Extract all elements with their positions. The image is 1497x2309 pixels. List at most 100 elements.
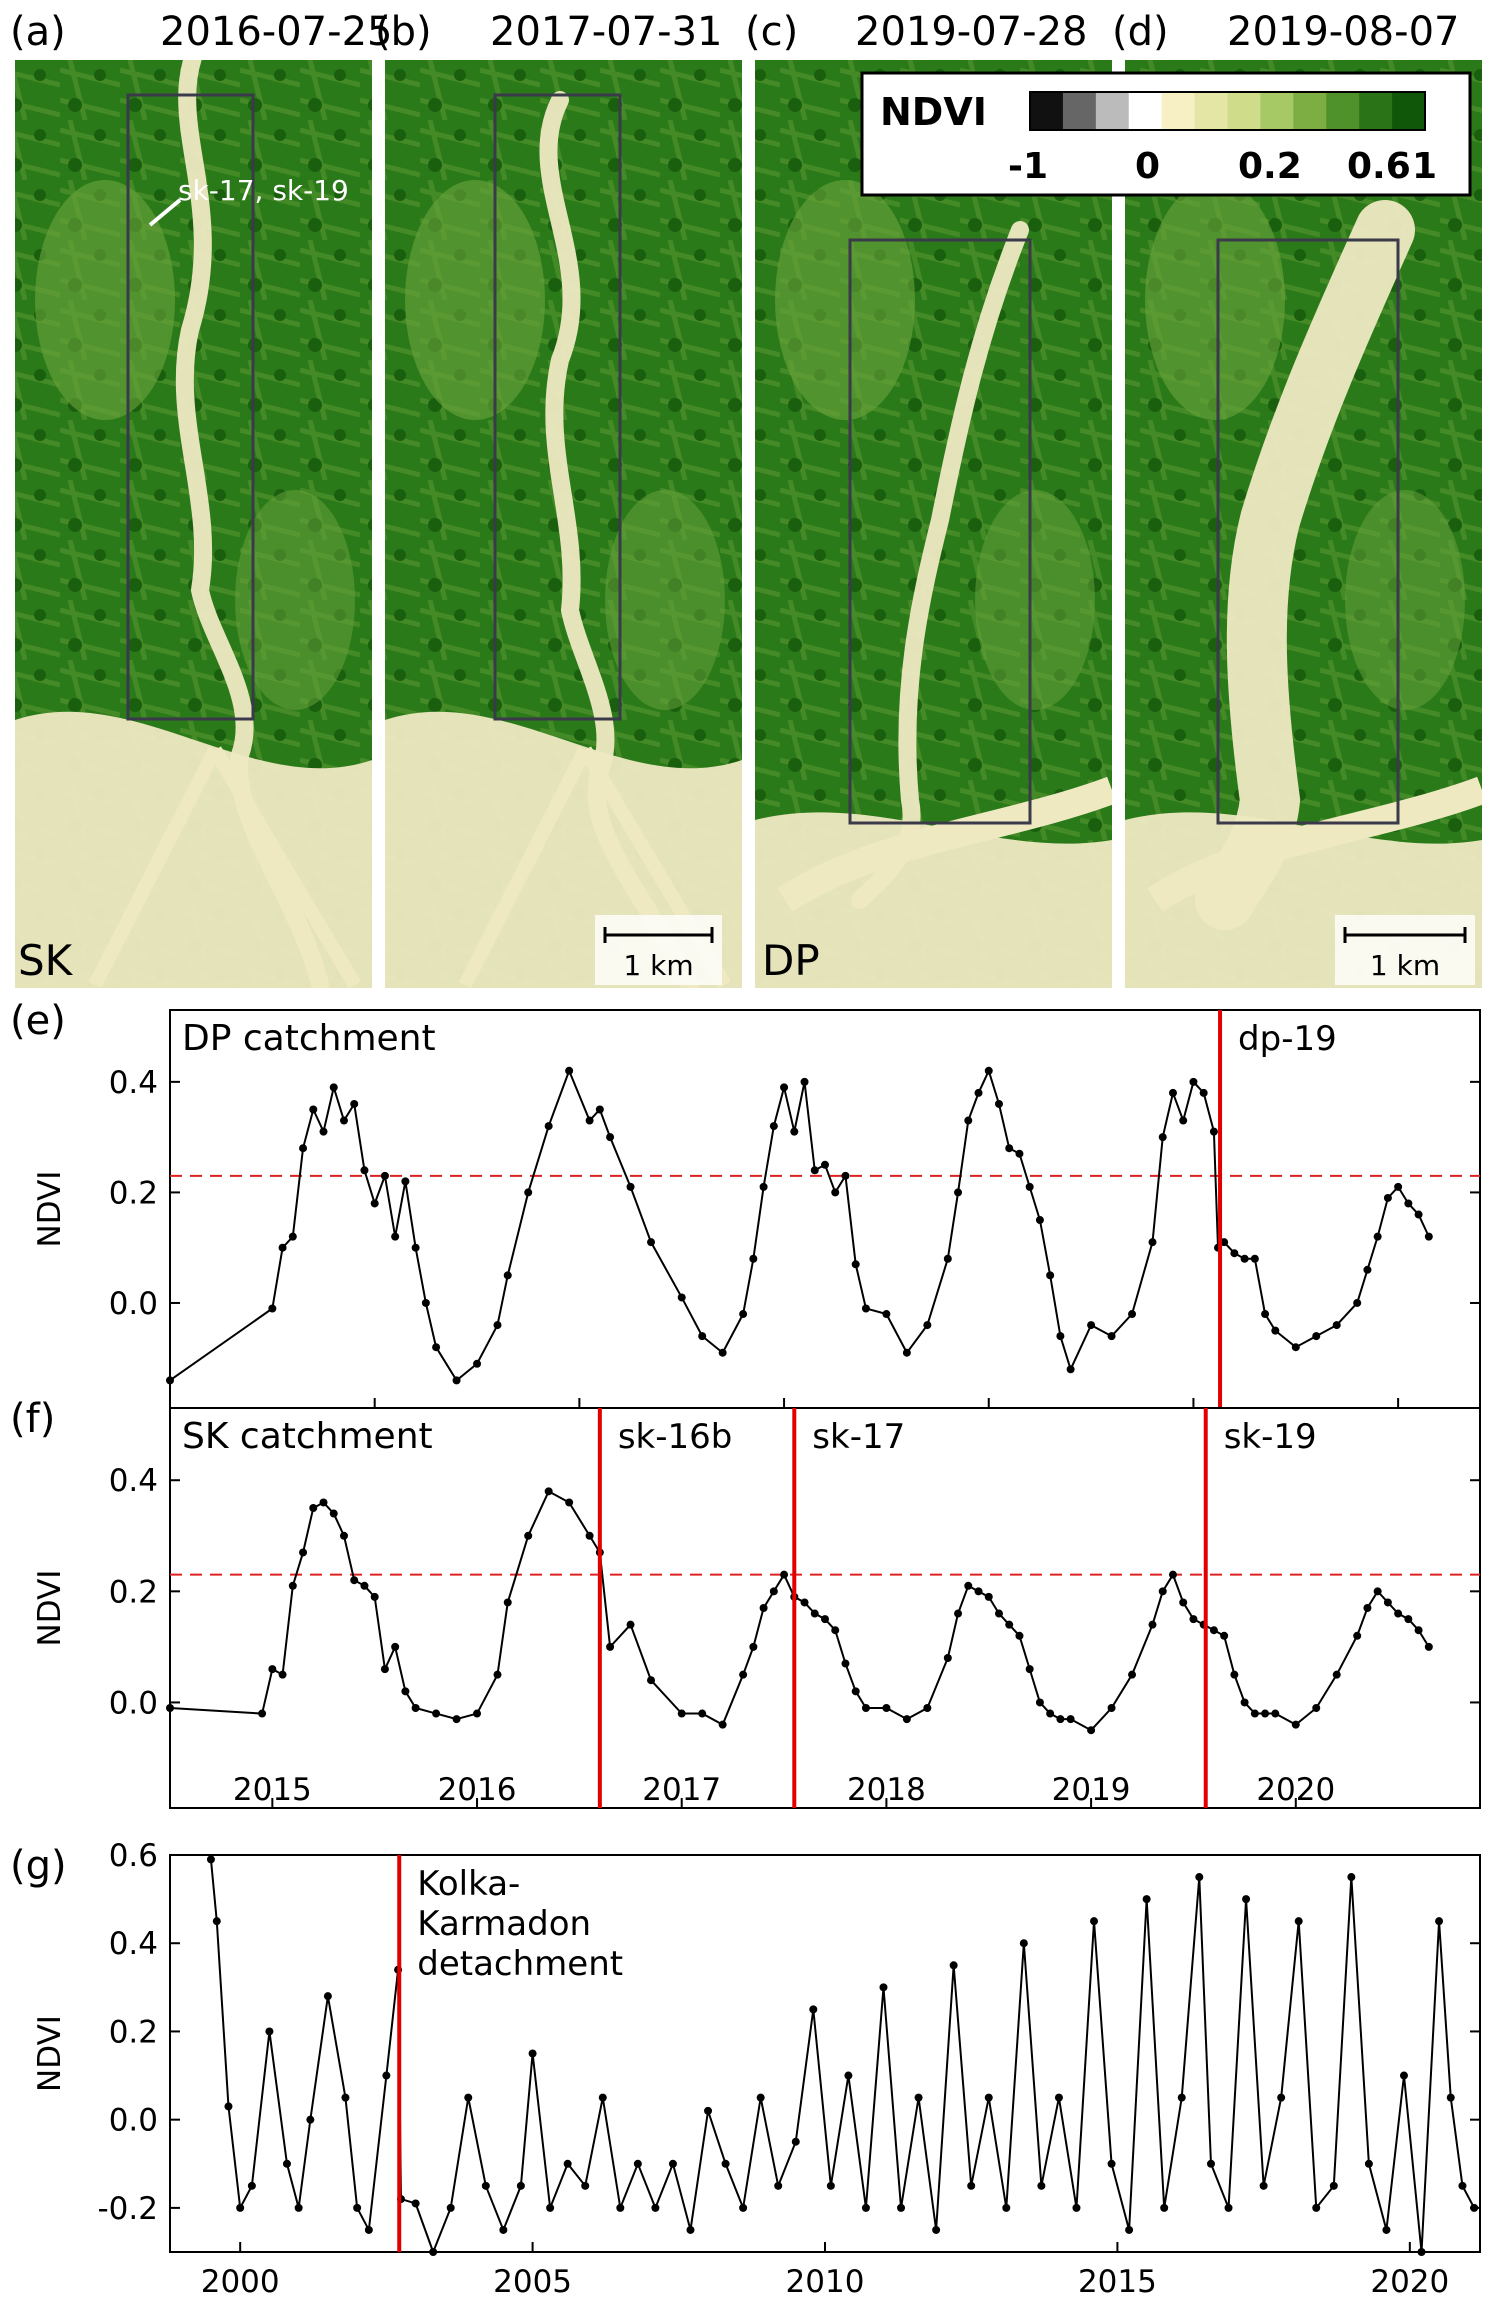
data-point	[1090, 1917, 1099, 1926]
colorbar-swatch	[1392, 92, 1426, 130]
y-axis-label: NDVI	[32, 2015, 68, 2092]
data-point	[844, 2071, 853, 2080]
data-point	[1363, 1265, 1372, 1274]
data-point	[1382, 2225, 1391, 2234]
data-point	[668, 2159, 677, 2168]
data-point	[1025, 1182, 1034, 1191]
panel-b-date: 2017-07-31	[490, 9, 722, 55]
data-point	[563, 2159, 572, 2168]
y-tick-label: 0.2	[109, 2014, 158, 2050]
data-point	[1019, 1939, 1028, 1948]
data-point	[1414, 1626, 1423, 1635]
ndvi-image-c	[755, 60, 1112, 988]
data-point	[585, 1531, 594, 1540]
catchment-box-b	[493, 93, 622, 721]
colorbar-swatch	[1227, 92, 1261, 130]
data-point	[1250, 1709, 1259, 1718]
data-point	[473, 1709, 482, 1718]
colorbar-swatch	[1095, 92, 1130, 130]
data-point	[524, 1531, 533, 1540]
data-point	[329, 1083, 338, 1092]
top-panel-titles: (a) 2016-07-25 (b) 2017-07-31 (c) 2019-0…	[10, 9, 1459, 55]
data-point	[1005, 1144, 1014, 1153]
x-tick-label: 2015	[233, 1772, 312, 1808]
data-point	[360, 1581, 369, 1590]
colorbar-tick-0.2: 0.2	[1238, 146, 1302, 187]
data-point	[224, 2102, 233, 2111]
data-point	[1394, 1182, 1403, 1191]
data-point	[821, 1160, 829, 1169]
data-point	[565, 1066, 574, 1075]
data-point	[353, 2203, 362, 2212]
data-point	[967, 2181, 976, 2190]
data-point	[339, 1116, 348, 1125]
data-point	[350, 1099, 359, 1108]
plot-frame	[169, 1854, 1481, 2253]
data-point	[1347, 1873, 1356, 1882]
data-point	[718, 1720, 727, 1729]
data-point	[1470, 2203, 1479, 2212]
chart-e: (e) DP catchment NDVI 0.0 0.2 0.4 dp-19	[10, 998, 1481, 1409]
data-point	[756, 2093, 765, 2102]
data-point	[1209, 1626, 1218, 1635]
y-tick-label: 0.4	[109, 1065, 158, 1101]
y-tick-label: -0.2	[98, 2191, 159, 2227]
data-point	[974, 1088, 983, 1097]
y-tick-label: 0.4	[109, 1463, 158, 1499]
chart-title: SK catchment	[182, 1416, 433, 1457]
data-point	[166, 1376, 174, 1385]
series-line	[169, 1489, 1430, 1732]
data-point	[1037, 2181, 1046, 2190]
data-point	[493, 1321, 502, 1330]
x-tick-label: 2010	[786, 2264, 865, 2300]
data-point	[282, 2159, 291, 2168]
data-point	[380, 1171, 389, 1180]
data-point	[1035, 1216, 1044, 1225]
data-point	[1160, 2203, 1169, 2212]
data-point	[1107, 1332, 1116, 1341]
data-point	[1230, 1670, 1239, 1679]
data-point	[882, 1704, 891, 1712]
data-point	[851, 1687, 860, 1696]
data-point	[516, 2181, 525, 2190]
data-point	[790, 1127, 799, 1136]
colorbar-tick-0: 0	[1135, 146, 1160, 187]
data-point	[1002, 2203, 1011, 2212]
data-point	[1394, 1609, 1403, 1618]
scalebar-label-1: 1 km	[1370, 949, 1440, 982]
x-tick-label: 2016	[438, 1772, 517, 1808]
data-point	[721, 2159, 730, 2168]
data-point	[421, 1298, 430, 1307]
data-point	[1399, 2071, 1408, 2080]
colorbar-swatch	[1260, 92, 1294, 130]
data-point	[810, 1609, 819, 1618]
data-point	[943, 1254, 952, 1263]
data-point	[626, 1182, 635, 1191]
label-dp: DP	[762, 936, 820, 985]
data-point	[677, 1293, 686, 1302]
data-point	[704, 2106, 713, 2115]
data-point	[949, 1961, 958, 1970]
data-point	[974, 1587, 983, 1596]
data-point	[288, 1232, 297, 1241]
data-point	[391, 1642, 400, 1651]
data-point	[810, 1166, 819, 1175]
data-point	[1168, 1570, 1177, 1579]
data-point	[759, 1182, 768, 1191]
data-point	[879, 1983, 888, 1992]
catchment-box-a	[126, 93, 255, 721]
data-point	[524, 1188, 533, 1197]
x-tick-label: 2018	[847, 1772, 926, 1808]
data-point	[341, 2093, 350, 2102]
catchment-box-c	[848, 238, 1032, 825]
data-point	[1404, 1615, 1413, 1624]
data-point	[791, 2137, 800, 2146]
data-point	[831, 1188, 840, 1197]
data-point	[278, 1670, 287, 1679]
data-point	[1142, 1895, 1151, 1904]
data-point	[1291, 1343, 1300, 1352]
data-point	[616, 2203, 625, 2212]
panel-letter: (f)	[10, 1396, 55, 1442]
data-point	[503, 1271, 512, 1280]
data-point	[1383, 1598, 1392, 1607]
